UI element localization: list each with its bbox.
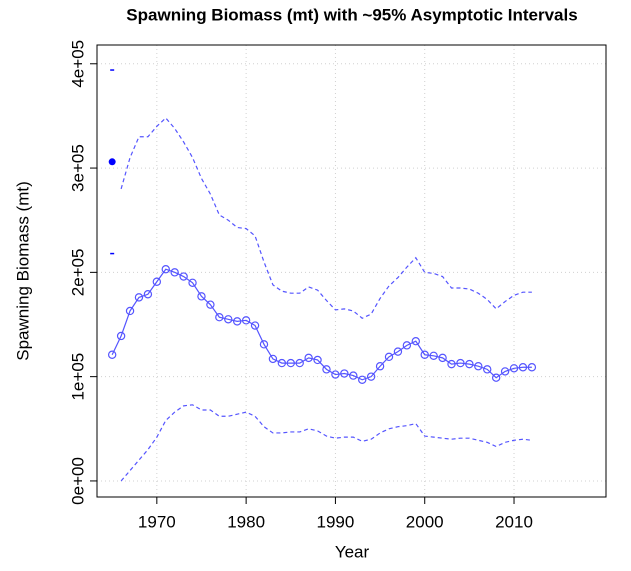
data-point bbox=[438, 353, 447, 363]
x-tick-label: 2010 bbox=[495, 512, 533, 531]
data-point bbox=[483, 365, 492, 374]
data-point bbox=[474, 362, 483, 371]
data-point bbox=[125, 306, 135, 316]
x-tick-label: 2000 bbox=[406, 512, 444, 531]
data-point bbox=[143, 290, 153, 299]
data-point bbox=[331, 370, 340, 379]
data-point bbox=[161, 265, 170, 274]
data-point bbox=[402, 341, 412, 350]
data-point bbox=[179, 272, 188, 281]
data-point bbox=[527, 363, 537, 372]
data-point bbox=[465, 359, 474, 369]
series-line bbox=[120, 117, 532, 319]
data-point bbox=[295, 358, 304, 368]
data-point bbox=[366, 372, 376, 381]
data-point bbox=[206, 300, 215, 309]
y-tick-label: 4e+05 bbox=[68, 40, 87, 88]
data-point bbox=[349, 371, 358, 380]
y-tick-label: 1e+05 bbox=[68, 353, 87, 401]
y-tick-label: 3e+05 bbox=[68, 144, 87, 192]
data-point bbox=[304, 353, 313, 363]
data-point bbox=[152, 277, 162, 286]
data-point bbox=[107, 350, 117, 359]
data-point bbox=[322, 365, 331, 374]
virgin-point bbox=[108, 158, 116, 166]
data-point bbox=[116, 331, 126, 341]
y-axis-label: Spawning Biomass (mt) bbox=[13, 181, 32, 361]
data-point bbox=[411, 336, 420, 346]
data-point bbox=[232, 317, 242, 326]
data-point bbox=[340, 369, 349, 378]
data-point bbox=[456, 358, 465, 368]
data-point bbox=[500, 367, 510, 376]
x-tick-label: 1980 bbox=[227, 512, 265, 531]
data-point bbox=[420, 350, 429, 359]
data-point bbox=[509, 364, 519, 373]
x-tick-label: 1990 bbox=[317, 512, 355, 531]
series-line bbox=[111, 268, 532, 381]
data-point bbox=[277, 358, 287, 368]
chart-title: Spawning Biomass (mt) with ~95% Asymptot… bbox=[126, 5, 577, 24]
data-point bbox=[358, 375, 367, 384]
data-point bbox=[241, 316, 251, 325]
data-point bbox=[268, 354, 278, 364]
data-point bbox=[429, 351, 438, 360]
data-point bbox=[393, 347, 403, 356]
plot-frame bbox=[96, 44, 607, 498]
data-point bbox=[250, 321, 260, 330]
y-tick-label: 0e+00 bbox=[68, 457, 87, 505]
series-line bbox=[120, 404, 532, 482]
data-point bbox=[134, 293, 144, 302]
data-point bbox=[286, 358, 295, 368]
x-tick-label: 1970 bbox=[138, 512, 176, 531]
data-point bbox=[259, 340, 269, 349]
data-point bbox=[447, 359, 456, 369]
x-axis-label: Year bbox=[335, 542, 370, 561]
data-point bbox=[215, 313, 224, 322]
data-point bbox=[170, 268, 179, 277]
data-point bbox=[518, 363, 528, 372]
data-point bbox=[384, 352, 394, 362]
data-point bbox=[375, 362, 385, 371]
data-point bbox=[491, 373, 501, 382]
data-point bbox=[188, 278, 197, 287]
data-point bbox=[197, 292, 206, 301]
data-point bbox=[224, 315, 233, 324]
y-tick-label: 2e+05 bbox=[68, 248, 87, 296]
data-point bbox=[313, 355, 322, 365]
